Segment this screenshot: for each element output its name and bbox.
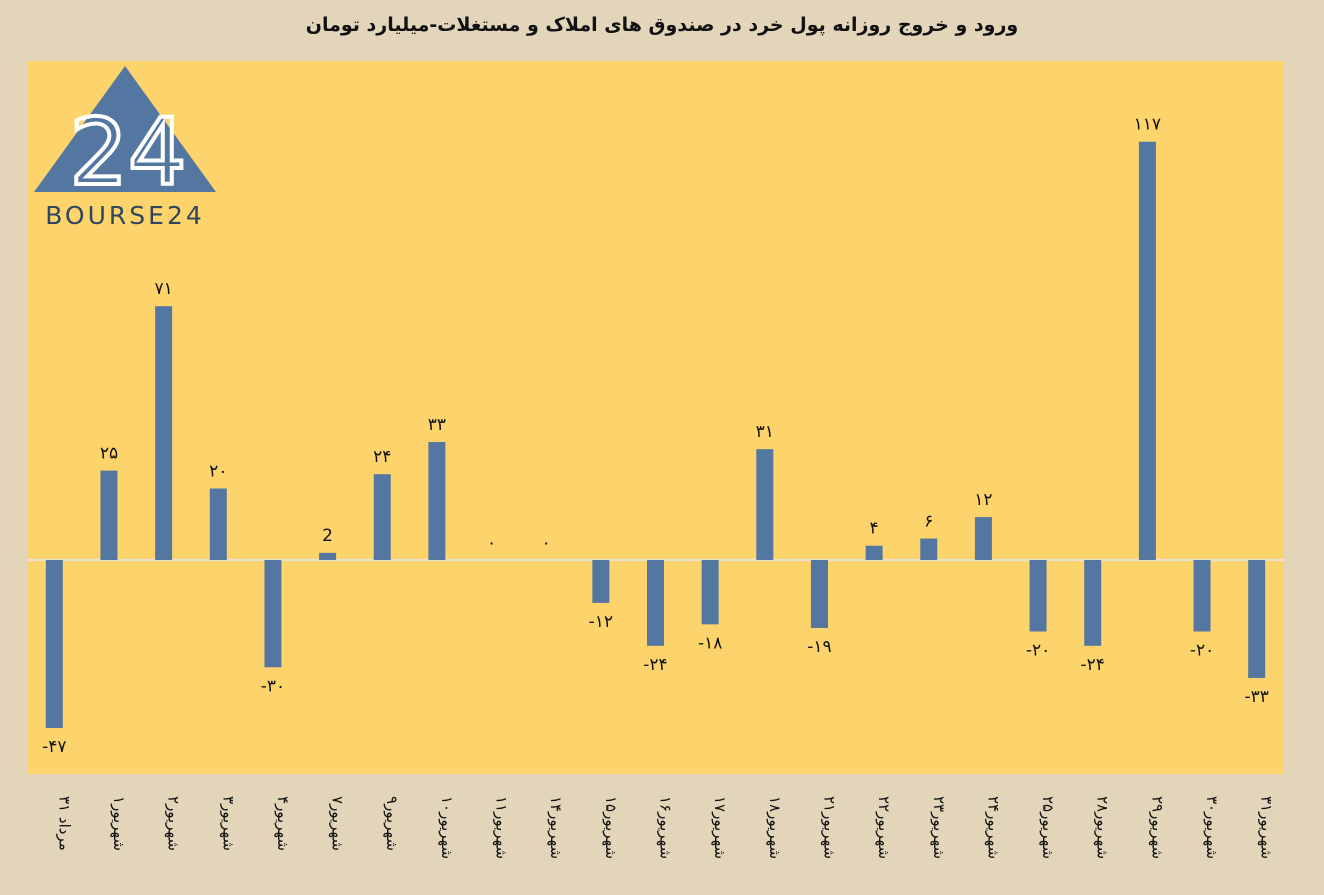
- data-label: 2: [322, 526, 333, 546]
- bar: [1084, 560, 1102, 646]
- bar: [592, 560, 610, 603]
- category-label: ۳۱ مرداد: [55, 796, 73, 851]
- data-label: -۲۴: [643, 655, 667, 675]
- category-label: ۱۵شهریور: [602, 796, 620, 859]
- category-label: ۱۰شهریور: [438, 796, 456, 859]
- category-label: ۴شهریور: [274, 796, 292, 851]
- data-label: -۲۴: [1081, 655, 1105, 675]
- data-label: ۱۱۷: [1134, 115, 1161, 135]
- data-label: ۰: [542, 533, 551, 553]
- bar: [1248, 560, 1266, 678]
- bar: [1138, 141, 1156, 560]
- data-label: -۳۰: [261, 676, 285, 696]
- category-label: ۳۰شهریور: [1203, 796, 1221, 859]
- data-label: ۰: [487, 533, 496, 553]
- bar: [756, 449, 774, 560]
- plot-area: [27, 61, 1284, 774]
- data-label: ۲۰: [209, 462, 227, 482]
- category-label: ۱شهریور: [110, 796, 128, 851]
- category-label: ۱۷شهریور: [711, 796, 729, 859]
- data-label: -۱۲: [589, 612, 613, 632]
- category-label: ۳۱شهریور: [1258, 796, 1276, 859]
- bar: [647, 560, 664, 646]
- data-label: -۱۸: [698, 633, 722, 653]
- bar: [209, 488, 227, 560]
- bar: [373, 474, 391, 560]
- data-label: ۳۱: [756, 422, 774, 442]
- data-label: ۳۳: [428, 415, 446, 435]
- data-label: -۲۰: [1190, 641, 1214, 661]
- bar: [45, 560, 63, 729]
- triangle-logo-icon: [34, 66, 216, 192]
- bar: [319, 552, 337, 560]
- bar: [155, 306, 173, 560]
- category-label: ۱۱شهریور: [493, 796, 511, 859]
- data-label: -۲۰: [1026, 641, 1050, 661]
- bar: [920, 538, 938, 560]
- category-label: ۲۵شهریور: [1039, 796, 1057, 859]
- category-label: ۱۴شهریور: [547, 796, 565, 859]
- category-label: ۱۶شهریور: [657, 796, 675, 859]
- data-label: ۲۵: [100, 444, 118, 464]
- category-label: ۱۸شهریور: [766, 796, 784, 859]
- data-label: ۴: [870, 519, 879, 539]
- data-label: -۳۳: [1244, 687, 1268, 707]
- category-label: ۲شهریور: [165, 796, 183, 851]
- logo-wordmark-text: BOURSE24: [45, 201, 205, 230]
- data-label: ۱۲: [974, 490, 992, 510]
- bar: [974, 517, 992, 560]
- category-label: ۲۹شهریور: [1148, 796, 1166, 859]
- data-label: ۲۴: [373, 447, 391, 467]
- category-label: ۹شهریور: [383, 796, 401, 851]
- chart-title: ورود و خروج روزانه پول خرد در صندوق های …: [305, 14, 1019, 36]
- bar: [428, 442, 446, 560]
- category-label: ۲۸شهریور: [1094, 796, 1112, 859]
- category-label: ۲۳شهریور: [930, 796, 948, 859]
- category-label: ۳شهریور: [219, 796, 237, 851]
- data-label: -۱۹: [807, 637, 831, 657]
- category-label: ۷شهریور: [329, 796, 347, 851]
- logo-mark-text: 24: [69, 99, 186, 206]
- category-label: ۲۲شهریور: [875, 796, 893, 859]
- bar: [100, 470, 118, 560]
- data-label: ۶: [924, 512, 933, 532]
- data-label: -۴۷: [42, 737, 66, 757]
- bourse24-logo: 24 BOURSE24: [34, 66, 216, 230]
- bar: [810, 560, 828, 628]
- data-label: ۷۱: [154, 279, 172, 299]
- category-label: ۲۱شهریور: [820, 796, 838, 859]
- bar: [865, 545, 883, 560]
- bar: [1029, 560, 1047, 632]
- bar: [264, 560, 282, 668]
- bar: [1193, 560, 1211, 632]
- bar: [701, 560, 719, 625]
- category-label: ۲۴شهریور: [984, 796, 1002, 859]
